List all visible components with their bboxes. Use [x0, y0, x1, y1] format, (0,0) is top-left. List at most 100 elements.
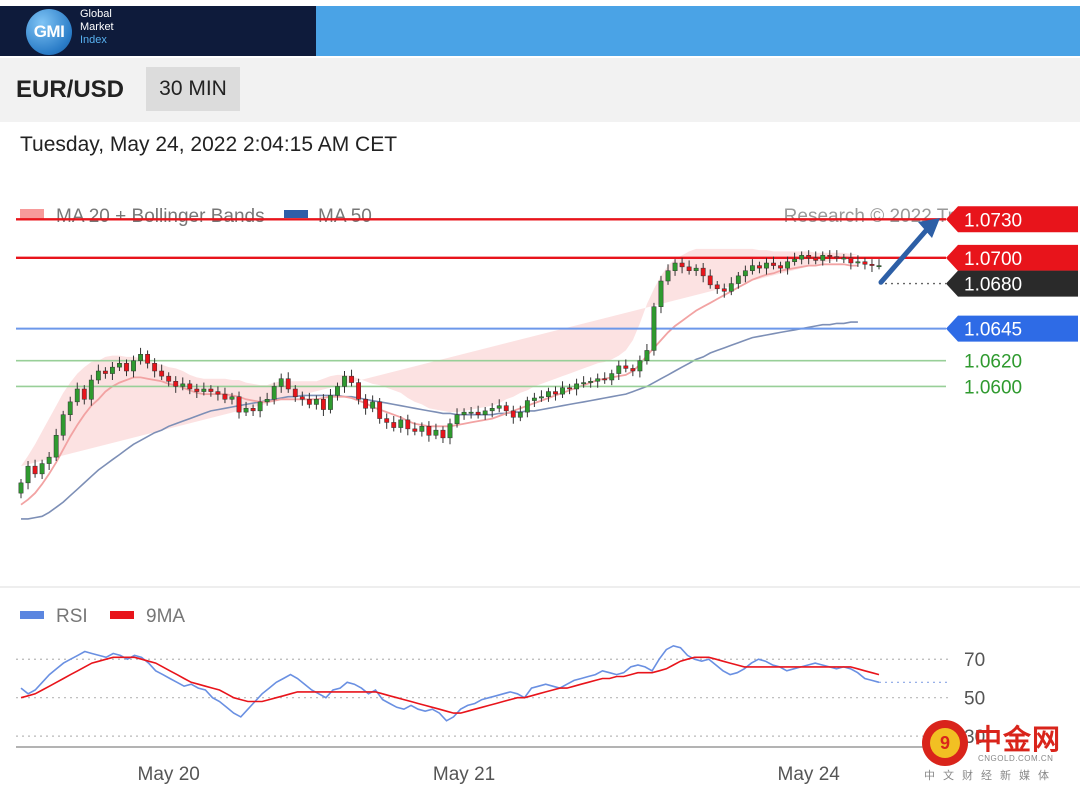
legend-swatch-ma50	[284, 210, 308, 218]
level-label-1.0680: 1.0680	[964, 275, 1022, 296]
candle-body	[567, 387, 572, 390]
legend-swatch-rsi	[20, 611, 44, 619]
candle-body	[707, 275, 713, 286]
rsi-pane: 70 50 30	[16, 644, 985, 748]
candle-body	[855, 261, 861, 264]
rsi-tick-label-30: 30	[964, 727, 985, 748]
instrument-symbol: EUR/USD	[16, 76, 125, 103]
level-label-1.0600: 1.0600	[964, 377, 1022, 398]
candle-body	[440, 429, 446, 439]
rsi-tick-label-70: 70	[964, 650, 985, 671]
chart-timestamp: Tuesday, May 24, 2022 2:04:15 AM CET	[20, 133, 398, 156]
candle-body	[665, 270, 671, 282]
x-tick-label: May 21	[433, 764, 495, 785]
candle-body	[222, 393, 228, 400]
candle-body	[742, 270, 748, 277]
candle-body	[539, 396, 544, 399]
candle-body	[595, 378, 601, 382]
candle-body	[32, 465, 38, 475]
logo-line-2: Market	[80, 21, 114, 33]
candle-body	[468, 411, 474, 414]
candle-body	[377, 401, 383, 419]
instrument-bar: EUR/USD 30 MIN	[0, 58, 1080, 122]
candle-body	[517, 411, 523, 418]
candle-body	[454, 414, 460, 424]
target-arrow-shaft	[878, 223, 933, 285]
watermark-url: CNGOLD.COM.CN	[978, 754, 1054, 763]
candle-body	[672, 262, 678, 271]
candle-body	[806, 255, 812, 259]
candle-body	[531, 397, 537, 401]
candle-body	[813, 257, 819, 261]
candle-body	[714, 284, 720, 289]
ma20-line	[20, 263, 858, 506]
candle-body	[391, 422, 397, 428]
candle-body	[588, 381, 594, 383]
candle-body	[862, 261, 868, 265]
rsi-legend: RSI 9MA	[20, 606, 185, 627]
ma50-line	[21, 321, 858, 520]
candle-body	[201, 388, 207, 392]
target-arrow-icon	[878, 218, 940, 285]
candle-body	[18, 482, 24, 494]
x-axis: May 20 May 21 May 24	[138, 764, 841, 785]
candle-body	[524, 400, 530, 413]
candle-body	[721, 288, 727, 292]
candle-body	[328, 395, 333, 410]
level-label-1.0620: 1.0620	[964, 352, 1022, 373]
candle-body	[778, 265, 783, 269]
candle-body	[757, 265, 762, 269]
candle-body	[138, 354, 143, 361]
candle-body	[299, 396, 305, 400]
legend-label-ma20: MA 20 + Bollinger Bands	[56, 206, 265, 227]
interval-selector[interactable]: 30 MIN	[146, 67, 240, 111]
candle-body	[623, 365, 629, 369]
candle-body	[503, 405, 509, 412]
candle-body	[264, 399, 270, 403]
candle-body	[398, 419, 404, 428]
candle-body	[145, 354, 151, 364]
legend-swatch-ma20	[20, 209, 44, 219]
gmi-logo-icon[interactable]: GMI	[26, 9, 72, 55]
candle-body	[335, 386, 340, 396]
candle-body	[827, 255, 833, 257]
bollinger-band	[21, 248, 858, 467]
candle-body	[728, 283, 734, 292]
candle-body	[363, 399, 369, 409]
candle-body	[320, 399, 326, 410]
candlesticks	[18, 250, 882, 499]
level-tag-1.0680	[946, 270, 1078, 297]
candle-body	[60, 414, 66, 436]
candle-body	[609, 373, 615, 381]
candle-body	[356, 382, 361, 400]
candle-body	[349, 375, 354, 383]
candle-body	[173, 381, 179, 387]
candle-body	[581, 382, 587, 385]
candle-body	[433, 429, 439, 436]
candle-body	[749, 265, 755, 271]
candle-body	[292, 388, 298, 397]
legend-label-rsi: RSI	[56, 606, 88, 627]
candle-body	[166, 375, 172, 382]
candle-body	[602, 378, 608, 381]
legend-swatch-9ma	[110, 611, 134, 619]
candle-body	[257, 401, 263, 412]
candle-body	[250, 408, 256, 412]
candle-body	[651, 306, 657, 351]
candle-body	[834, 256, 840, 259]
level-label-1.0645: 1.0645	[964, 320, 1022, 341]
banner-light-segment	[316, 6, 1080, 56]
candle-body	[679, 262, 685, 268]
candle-body	[510, 410, 516, 418]
candle-body	[74, 388, 80, 403]
candle-body	[546, 391, 551, 397]
candle-body	[159, 370, 165, 377]
candle-body	[553, 391, 558, 395]
candle-body	[693, 267, 699, 271]
price-levels	[16, 218, 946, 388]
candle-body	[644, 350, 650, 361]
level-tag-1.0730	[946, 206, 1078, 233]
candle-body	[771, 262, 776, 266]
candle-body	[46, 456, 52, 464]
